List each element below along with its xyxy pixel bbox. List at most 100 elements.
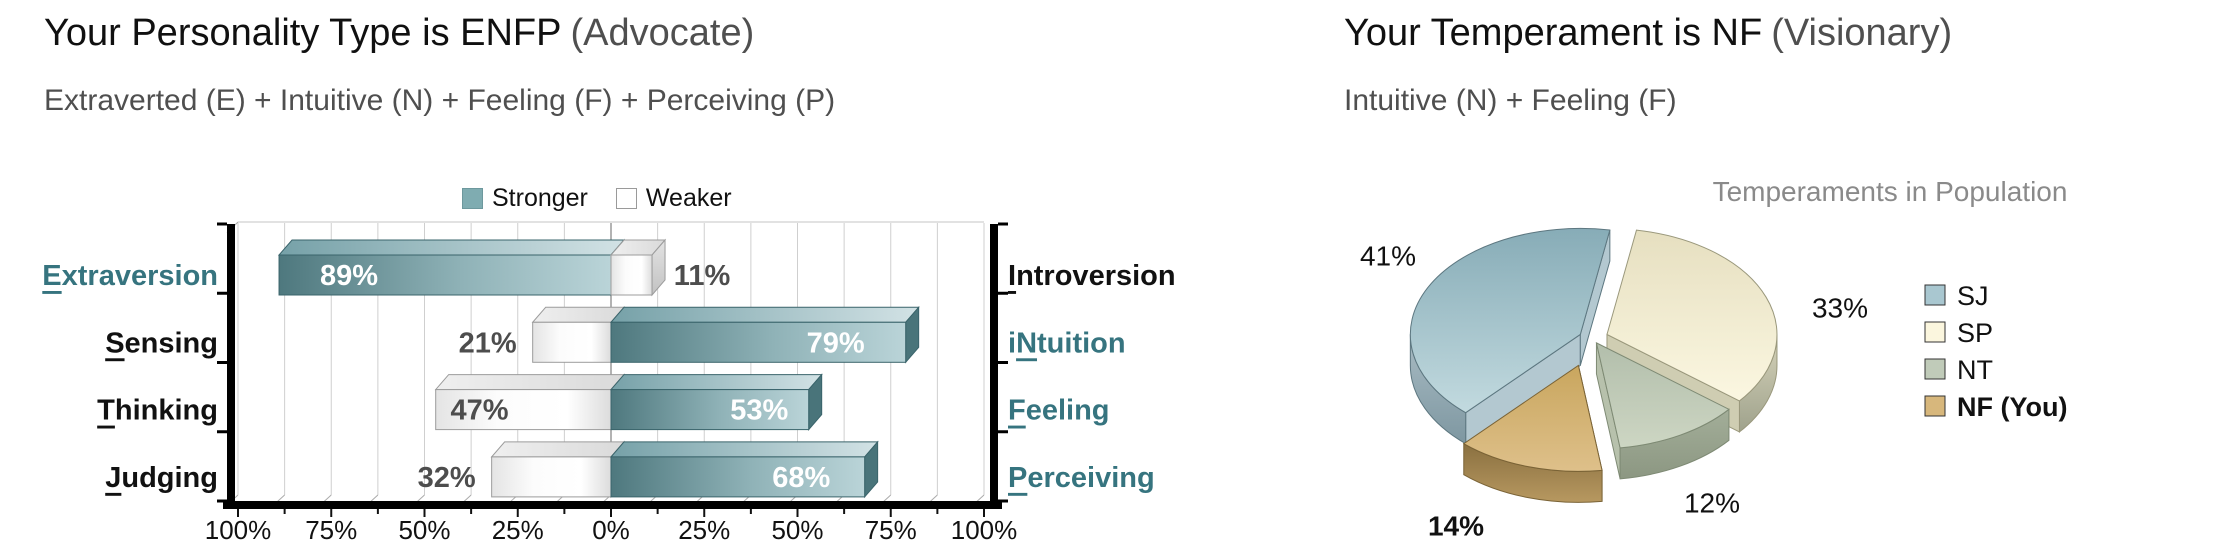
label-rest: ensing (125, 327, 218, 359)
label-rest: erceiving (1027, 462, 1154, 494)
axis-tick-label: 75% (865, 515, 917, 544)
pie-chart: 41% 33% 12% 14% (1360, 227, 1868, 542)
label-rest: xtraversion (62, 260, 218, 292)
label-underlined-letter: J (105, 462, 121, 494)
bar-row: 32% 68% Judging Perceiving (105, 440, 1155, 499)
bar-percent-label: 68% (772, 462, 830, 494)
pie-slice (1409, 227, 1611, 445)
pie-slice-top (1595, 341, 1730, 449)
pie-percent-label: 33% (1812, 293, 1868, 324)
pie-slice-top (1409, 227, 1611, 414)
pie-legend-swatch (1924, 321, 1946, 343)
bar-percent-label: 11% (674, 260, 731, 292)
pie-percent-label: 41% (1360, 241, 1416, 272)
label-rest: udging (121, 462, 218, 494)
temperament-title: Your Temperament is NF (Visionary) (1344, 12, 1952, 56)
category-label: Perceiving (1008, 462, 1155, 494)
axis-tick-label: 50% (398, 515, 450, 544)
pie-legend: SJ SP NT NF (You) (1924, 281, 2067, 422)
bar-chart-legend: Stronger Weaker (462, 184, 732, 213)
pie-percent-label: 12% (1684, 488, 1740, 519)
category-label: Feeling (1008, 395, 1110, 427)
bar-percent-label: 89% (320, 260, 378, 292)
category-label: iNtuition (1008, 327, 1126, 359)
legend-swatch-weaker (615, 188, 637, 209)
pie-slice-top (1606, 229, 1778, 402)
bar-front-face (491, 456, 612, 498)
y-axis-left (227, 224, 235, 501)
personality-type-nickname: (Advocate) (570, 12, 755, 54)
bar-percent-label: 32% (418, 462, 476, 494)
label-underlined-letter: P (1008, 462, 1027, 494)
bar-front-face (610, 254, 653, 296)
label-rest: tuition (1037, 327, 1126, 359)
label-prefix: i (1008, 327, 1016, 359)
pie-legend-label: SP (1957, 318, 1993, 348)
bar-top-face (609, 441, 879, 458)
personality-type-title-main: Your Personality Type is ENFP (44, 12, 562, 54)
bar-percent-label: 21% (459, 327, 517, 359)
bar-percent-label: 47% (450, 395, 508, 427)
bar-front-face (532, 321, 612, 363)
bar-percent-label: 79% (807, 327, 865, 359)
bar-top-face (531, 306, 626, 323)
pie-legend-swatch (1924, 284, 1946, 306)
label-underlined-letter: I (1008, 260, 1016, 292)
bar-front-face (278, 254, 612, 296)
category-label: Judging (105, 462, 218, 494)
temperament-title-main: Your Temperament is NF (1344, 12, 1763, 54)
axis-tick-label: 100% (205, 515, 272, 544)
temperament-nickname: (Visionary) (1771, 12, 1953, 54)
bar-top-face (609, 374, 823, 391)
axis-tick-label: 75% (305, 515, 357, 544)
label-underlined-letter: T (97, 395, 115, 427)
pie-legend-label: NT (1957, 355, 1993, 385)
label-rest: hinking (115, 395, 218, 427)
label-underlined-letter: F (1008, 395, 1026, 427)
legend-label-stronger: Stronger (492, 184, 588, 212)
temperament-subtitle: Intuitive (N) + Feeling (F) (1344, 84, 1677, 117)
y-axis-right (990, 224, 998, 501)
legend-label-weaker: Weaker (645, 184, 732, 212)
pie-legend-label: NF (You) (1957, 392, 2067, 422)
x-axis (223, 501, 1002, 509)
bar-front-face (610, 321, 907, 363)
bar-percent-label: 53% (730, 395, 788, 427)
axis-tick-label: 0% (592, 515, 630, 544)
axis-tick-label: 50% (771, 515, 823, 544)
axis-tick-label: 100% (951, 515, 1018, 544)
label-rest: ntroversion (1016, 260, 1176, 292)
label-underlined-letter: N (1016, 327, 1037, 359)
bar-front-face (435, 389, 612, 431)
bar-top-face (434, 374, 626, 391)
bar-front-face (610, 456, 866, 498)
axis-tick-label: 25% (678, 515, 730, 544)
bar-row: 89% 11% Extraversion Introversion (42, 238, 1176, 297)
legend-swatch-stronger (462, 188, 483, 209)
pie-legend-swatch (1924, 395, 1946, 417)
pie-slice (1462, 364, 1603, 503)
bar-top-face (277, 239, 626, 256)
pie-legend-swatch (1924, 358, 1946, 380)
label-underlined-letter: S (105, 327, 124, 359)
bar-chart: 89% 11% Extraversion Introversion 21% 79% Sens… (42, 221, 1176, 544)
label-rest: eeling (1026, 395, 1110, 427)
bar-top-face (490, 441, 626, 458)
category-label: Sensing (105, 327, 218, 359)
category-label: Extraversion (42, 260, 218, 292)
pie-legend-label: SJ (1957, 281, 1989, 311)
label-underlined-letter: E (42, 260, 61, 292)
category-label: Introversion (1008, 260, 1176, 292)
bar-row: 47% 53% Thinking Feeling (97, 373, 1110, 431)
personality-type-subtitle: Extraverted (E) + Intuitive (N) + Feelin… (44, 84, 836, 117)
pie-slice-top (1462, 364, 1603, 472)
pie-percent-label: 14% (1428, 511, 1484, 542)
pie-chart-title: Temperaments in Population (1712, 176, 2068, 207)
pie-slice (1595, 341, 1730, 480)
personality-type-title: Your Personality Type is ENFP (Advocate) (44, 12, 754, 56)
category-label: Thinking (97, 395, 218, 427)
axis-tick-label: 25% (492, 515, 544, 544)
bar-top-face (609, 306, 920, 323)
